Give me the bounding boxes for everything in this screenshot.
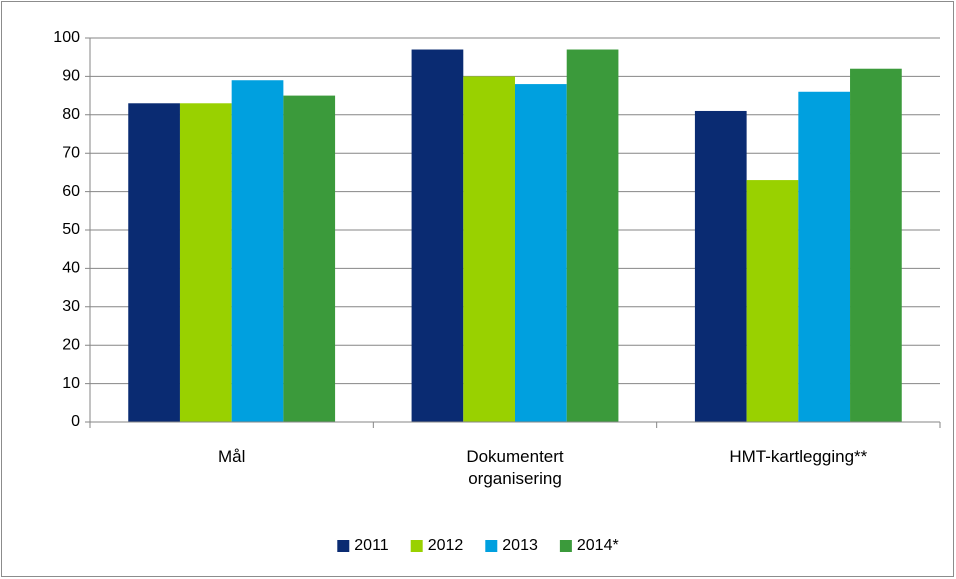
legend-label: 2011: [354, 537, 389, 554]
y-tick-label: 20: [62, 336, 80, 353]
legend-swatch: [559, 540, 572, 552]
bar: [850, 68, 902, 422]
y-tick-label: 40: [62, 260, 80, 277]
legend-swatch: [337, 540, 350, 552]
bar: [515, 84, 567, 422]
y-tick-label: 80: [62, 106, 80, 123]
y-tick-label: 0: [71, 413, 80, 430]
legend-label: 2012: [428, 537, 464, 554]
bar: [463, 76, 515, 423]
y-tick-label: 100: [53, 29, 80, 46]
y-tick-label: 90: [62, 68, 80, 85]
y-tick-label: 10: [62, 375, 80, 392]
bar: [798, 91, 851, 422]
legend-label: 2014*: [577, 537, 619, 554]
bar: [411, 49, 464, 423]
y-tick-label: 70: [62, 144, 80, 161]
bar: [128, 103, 180, 422]
bar: [283, 95, 336, 422]
x-tick-label: Dokumentert organisering: [466, 447, 564, 488]
x-tick-label: Mål: [217, 447, 246, 466]
y-tick-label: 50: [62, 221, 80, 238]
legend-swatch: [485, 540, 498, 552]
legend-label: 2013: [502, 537, 538, 554]
bar: [746, 180, 799, 422]
bar: [231, 80, 284, 423]
x-tick-label: HMT-kartlegging**: [729, 447, 868, 466]
y-tick-label: 60: [62, 183, 80, 200]
bar: [694, 110, 747, 423]
legend-swatch: [410, 540, 423, 552]
bar: [566, 49, 619, 423]
bar: [179, 103, 232, 422]
y-tick-label: 30: [62, 298, 80, 315]
